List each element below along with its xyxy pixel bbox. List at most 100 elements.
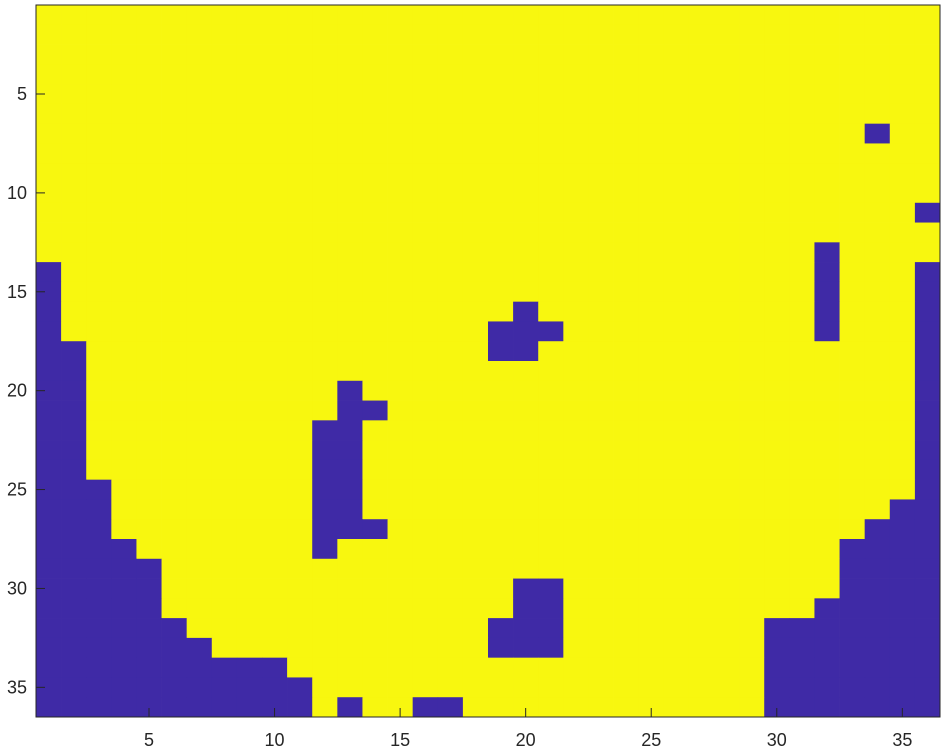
heatmap-cell: [563, 479, 589, 500]
heatmap-cell: [588, 361, 614, 382]
heatmap-cell: [186, 163, 213, 184]
heatmap-cell: [262, 657, 288, 678]
heatmap-cell: [312, 301, 338, 322]
heatmap-cell: [412, 440, 439, 461]
heatmap-cell: [437, 64, 464, 85]
heatmap-cell: [889, 143, 916, 164]
heatmap-cell: [764, 697, 790, 718]
heatmap-cell: [337, 400, 363, 421]
heatmap-cell: [111, 578, 137, 599]
heatmap-cell: [563, 123, 589, 144]
heatmap-cell: [387, 103, 414, 125]
heatmap-cell: [638, 499, 665, 520]
heatmap-cell: [412, 64, 439, 85]
heatmap-cell: [563, 578, 589, 599]
heatmap-cell: [337, 242, 363, 263]
heatmap-cell: [111, 519, 137, 540]
heatmap-cell: [638, 657, 665, 678]
heatmap-cell: [462, 598, 489, 619]
heatmap-cell: [211, 618, 238, 639]
heatmap-cell: [136, 618, 162, 639]
heatmap-cell: [362, 440, 388, 461]
heatmap-cell: [538, 420, 564, 441]
heatmap-cell: [914, 163, 941, 184]
heatmap-cell: [488, 637, 514, 659]
heatmap-cell: [86, 361, 112, 382]
heatmap-cell: [563, 24, 589, 45]
heatmap-cell: [663, 301, 690, 322]
heatmap-cell: [211, 539, 238, 560]
heatmap-cell: [186, 539, 213, 560]
heatmap-cell: [889, 242, 916, 263]
heatmap-cell: [262, 84, 288, 105]
heatmap-cell: [287, 361, 313, 382]
heatmap-cell: [613, 183, 640, 204]
heatmap-cell: [262, 637, 288, 659]
heatmap-cell: [412, 321, 439, 342]
heatmap-cell: [739, 262, 765, 283]
heatmap-cell: [739, 163, 765, 184]
heatmap-cell: [864, 578, 891, 599]
heatmap-cell: [262, 459, 288, 481]
heatmap-cell: [262, 103, 288, 125]
heatmap-cell: [86, 5, 112, 26]
heatmap-cell: [61, 440, 87, 461]
heatmap-cell: [914, 361, 941, 382]
heatmap-cell: [814, 440, 840, 461]
heatmap-cell: [262, 578, 288, 599]
heatmap-cell: [186, 242, 213, 263]
heatmap-cell: [538, 539, 564, 560]
heatmap-cell: [688, 519, 715, 540]
heatmap-cell: [538, 598, 564, 619]
heatmap-cell: [688, 222, 715, 243]
heatmap-cell: [86, 380, 112, 401]
heatmap-cell: [161, 64, 188, 85]
heatmap-cell: [814, 519, 840, 540]
heatmap-cell: [488, 242, 514, 263]
heatmap-cell: [111, 103, 137, 125]
heatmap-cell: [437, 262, 464, 283]
heatmap-cell: [538, 341, 564, 362]
heatmap-cell: [86, 281, 112, 303]
heatmap-cell: [312, 440, 338, 461]
heatmap-cell: [864, 262, 891, 283]
heatmap-cell: [136, 420, 162, 441]
heatmap-cell: [513, 598, 539, 619]
heatmap-cell: [739, 578, 765, 599]
heatmap-cell: [638, 361, 665, 382]
heatmap-cell: [437, 479, 464, 500]
heatmap-cell: [914, 697, 941, 718]
heatmap-cell: [161, 103, 188, 125]
heatmap-cell: [161, 301, 188, 322]
heatmap-cell: [236, 163, 263, 184]
heatmap-cell: [513, 44, 539, 65]
heatmap-cell: [563, 459, 589, 481]
heatmap-cell: [814, 618, 840, 639]
heatmap-cell: [764, 400, 790, 421]
heatmap-cell: [211, 222, 238, 243]
heatmap-cell: [613, 440, 640, 461]
heatmap-cell: [839, 103, 866, 125]
heatmap-cell: [287, 143, 313, 164]
heatmap-cell: [764, 301, 790, 322]
heatmap-cell: [764, 143, 790, 164]
heatmap-cell: [61, 380, 87, 401]
heatmap-cell: [412, 183, 439, 204]
heatmap-cell: [714, 183, 740, 204]
heatmap-cell: [387, 637, 414, 659]
heatmap-cell: [814, 44, 840, 65]
heatmap-cell: [513, 103, 539, 125]
heatmap-cell: [462, 84, 489, 105]
heatmap-cell: [312, 380, 338, 401]
heatmap-cell: [236, 479, 263, 500]
heatmap-cell: [136, 697, 162, 718]
heatmap-cell: [337, 202, 363, 223]
heatmap-cell: [889, 677, 916, 698]
heatmap-cell: [287, 103, 313, 125]
heatmap-cell: [889, 5, 916, 26]
heatmap-cell: [337, 341, 363, 362]
heatmap-cell: [86, 84, 112, 105]
heatmap-cell: [814, 697, 840, 718]
heatmap-cell: [864, 361, 891, 382]
heatmap-cell: [36, 123, 62, 144]
